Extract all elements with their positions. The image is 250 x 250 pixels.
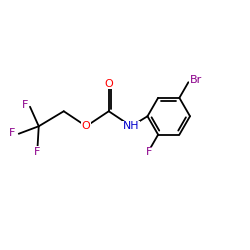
Text: F: F	[8, 128, 15, 138]
Text: O: O	[82, 121, 90, 131]
Text: F: F	[146, 148, 153, 158]
Text: NH: NH	[123, 121, 140, 131]
Text: F: F	[22, 100, 29, 110]
Text: F: F	[34, 147, 40, 157]
Text: Br: Br	[190, 75, 202, 85]
Text: O: O	[104, 79, 113, 89]
